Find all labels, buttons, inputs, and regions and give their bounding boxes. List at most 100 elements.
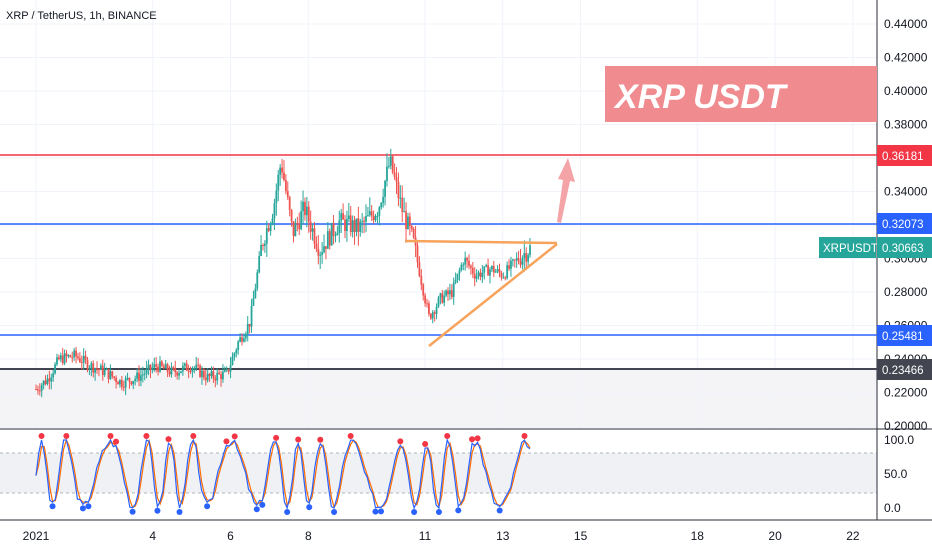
oversold-marker xyxy=(204,503,211,510)
overbought-marker xyxy=(474,435,481,442)
below-level-shade xyxy=(0,370,877,428)
date-axis[interactable]: 2021 4 6 8 11 13 15 18 20 22 xyxy=(23,529,860,543)
candle-body xyxy=(300,211,303,230)
candle-body xyxy=(481,272,484,277)
candle-body xyxy=(517,258,520,262)
candle-body xyxy=(492,265,495,273)
candle-body xyxy=(202,370,205,378)
candle-body xyxy=(204,377,207,381)
candle-body xyxy=(227,369,230,372)
candle-body xyxy=(149,364,152,371)
candle-body xyxy=(40,385,43,391)
candle-body xyxy=(342,213,344,220)
overbought-marker xyxy=(143,433,150,439)
candle-body xyxy=(410,226,413,229)
candle-body xyxy=(101,365,104,376)
candle-body xyxy=(214,378,217,381)
candle-body xyxy=(424,295,427,304)
candle-body xyxy=(313,228,316,244)
candle-body xyxy=(500,272,503,278)
candle-body xyxy=(363,220,365,222)
title-banner xyxy=(605,66,877,122)
stoch-d-line xyxy=(35,438,531,509)
candle-body xyxy=(130,381,133,385)
candle-body xyxy=(111,371,114,377)
date-tick-label: 18 xyxy=(691,529,705,543)
price-tick-label: 0.20000 xyxy=(884,419,928,433)
candle-body xyxy=(351,220,354,233)
candle-body xyxy=(462,264,465,266)
candle-body xyxy=(256,272,259,289)
oversold-marker xyxy=(176,509,183,515)
candle-body xyxy=(416,245,419,263)
date-tick-label: 13 xyxy=(496,529,510,543)
candle-body xyxy=(237,341,240,350)
candle-body xyxy=(254,288,257,299)
projection-arrow[interactable] xyxy=(557,158,575,223)
candle-body xyxy=(94,368,97,373)
candle-body xyxy=(166,364,169,372)
oscillator-band xyxy=(0,453,877,493)
candle-body xyxy=(393,172,396,178)
price-tick-label: 0.34000 xyxy=(884,185,928,199)
oversold-marker xyxy=(331,509,338,515)
candle-body xyxy=(443,295,446,303)
date-tick-label: 4 xyxy=(149,529,156,543)
candle-body xyxy=(201,370,203,377)
candle-body xyxy=(529,245,531,256)
candle-body xyxy=(487,265,489,276)
oversold-marker xyxy=(372,508,379,515)
candle-body xyxy=(502,277,505,279)
candle-body xyxy=(449,290,451,295)
candle-body xyxy=(50,377,53,382)
triangle-support-line[interactable] xyxy=(428,243,558,347)
symbol-title: XRP / TetherUS, 1h, BINANCE xyxy=(6,10,157,22)
candle-body xyxy=(162,365,165,369)
candle-body xyxy=(403,211,406,213)
candle-body xyxy=(515,258,518,261)
candle-body xyxy=(216,372,219,381)
candle-body xyxy=(460,264,463,271)
triangle-resistance-line[interactable] xyxy=(404,239,558,245)
candle-body xyxy=(75,350,77,357)
candle-body xyxy=(159,361,161,372)
candle-body xyxy=(391,156,394,173)
current-price-label: 0.30663 xyxy=(882,243,924,255)
candle-body xyxy=(246,323,249,335)
candle-body xyxy=(513,259,516,261)
candle-body xyxy=(361,220,364,222)
oversold-marker xyxy=(284,509,291,515)
overbought-marker xyxy=(422,440,429,447)
candle-body xyxy=(128,377,131,382)
candle-body xyxy=(78,358,81,362)
oscillator-axis: 100.0 50.0 0.0 xyxy=(884,433,914,515)
candle-body xyxy=(99,365,102,370)
candle-body xyxy=(71,357,74,359)
candle-body xyxy=(225,369,228,371)
support-price-label: 0.23466 xyxy=(882,365,924,377)
candle-body xyxy=(428,303,430,314)
price-pane[interactable] xyxy=(0,0,877,428)
candle-body xyxy=(54,364,56,374)
candle-body xyxy=(223,370,226,372)
candle-body xyxy=(73,350,76,358)
candles-layer xyxy=(35,148,531,398)
candle-body xyxy=(120,379,123,387)
candle-body xyxy=(126,377,129,379)
candle-body xyxy=(283,172,285,181)
candle-body xyxy=(239,337,241,342)
candle-body xyxy=(155,364,158,367)
oversold-marker xyxy=(377,508,384,515)
candle-body xyxy=(113,376,116,378)
oversold-marker xyxy=(154,507,161,514)
candle-body xyxy=(117,382,119,385)
date-tick-label: 2021 xyxy=(23,529,50,543)
banner-text: XRP USDT xyxy=(613,78,789,116)
oversold-marker xyxy=(129,508,136,515)
candle-body xyxy=(340,213,343,221)
candle-body xyxy=(525,253,528,262)
candle-body xyxy=(389,156,392,166)
candle-body xyxy=(412,228,415,238)
